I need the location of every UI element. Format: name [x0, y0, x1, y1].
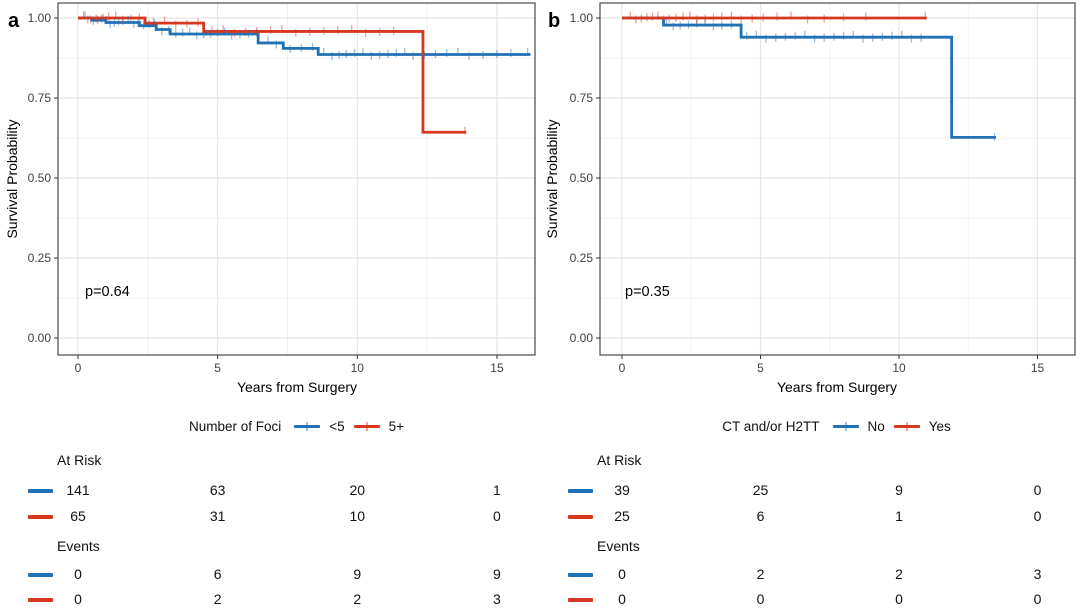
- risk-value: 31: [209, 508, 226, 524]
- y-tick-label: 0.00: [570, 331, 594, 345]
- panel-letter: a: [8, 10, 20, 32]
- risk-value: 0: [756, 591, 765, 607]
- x-tick-label: 5: [214, 361, 221, 375]
- y-tick-label: 0.00: [28, 331, 52, 345]
- y-tick-label: 1.00: [570, 11, 594, 25]
- risk-value: 10: [349, 508, 366, 524]
- legend-title: Number of Foci: [188, 418, 282, 434]
- risk-value: 0: [618, 591, 626, 607]
- legend-label-group1: <5: [329, 418, 345, 434]
- panel-b: 0 5 10 15 1.00 0.75 0.50 0.25 0.00 b Survival Pr…: [540, 0, 1080, 611]
- y-tick-label: 1.00: [28, 11, 52, 25]
- x-tick-label: 0: [619, 361, 626, 375]
- risk-table: At Risk 39 25 9 0 25 6 1 0 Events 0 2 2 3 0 0 0 0: [540, 0, 1080, 611]
- legend-key-line-icon: [893, 421, 920, 431]
- risk-value: 2: [213, 591, 222, 607]
- risk-row-marker-<5: [28, 573, 53, 577]
- panel-border: [57, 2, 536, 356]
- risk-value: 0: [1033, 591, 1042, 607]
- survival-curve-5+: [78, 16, 467, 134]
- risk-value: 63: [209, 482, 226, 498]
- risk-value: 0: [618, 566, 626, 582]
- risk-value: 141: [66, 482, 90, 498]
- y-tick-label: 0.25: [570, 251, 594, 265]
- risk-value: 0: [1033, 482, 1042, 498]
- legend-label-group2: 5+: [388, 418, 405, 434]
- legend-key-line-icon: [832, 421, 859, 431]
- x-tick-label: 15: [490, 361, 504, 375]
- risk-row-marker-No: [568, 489, 593, 493]
- risk-section-label: Events: [597, 538, 640, 554]
- y-tick-label: 0.50: [570, 171, 594, 185]
- legend-key-line-icon: [294, 421, 321, 431]
- p-value: p=0.35: [625, 284, 670, 300]
- legend-key-line-icon: [353, 421, 380, 431]
- risk-value: 9: [493, 566, 501, 582]
- risk-section-label: Events: [57, 538, 100, 554]
- risk-value: 3: [493, 591, 501, 607]
- risk-value: 9: [353, 566, 362, 582]
- x-axis-title: Years from Surgery: [777, 379, 897, 395]
- survival-plot-b: 0 5 10 15 1.00 0.75 0.50 0.25 0.00 b Survival Pr…: [544, 2, 1076, 395]
- risk-value: 9: [895, 482, 903, 498]
- risk-value: 0: [895, 591, 903, 607]
- legend: Number of Foci <5 5+: [58, 416, 535, 436]
- risk-value: 0: [74, 566, 82, 582]
- risk-value: 25: [614, 508, 630, 524]
- y-axis-title: Survival Probability: [544, 119, 560, 238]
- risk-value: 0: [493, 508, 501, 524]
- y-tick-label: 0.75: [28, 91, 52, 105]
- legend-title: CT and/or H2TT: [722, 418, 820, 434]
- risk-value: 6: [213, 566, 222, 582]
- risk-value: 39: [614, 482, 630, 498]
- panel-border: [599, 2, 1076, 356]
- x-axis-title: Years from Surgery: [237, 379, 357, 395]
- risk-value: 0: [74, 591, 82, 607]
- risk-row-marker-No: [568, 573, 593, 577]
- risk-value: 0: [1033, 508, 1042, 524]
- risk-section-label: At Risk: [57, 452, 102, 468]
- risk-value: 2: [895, 566, 903, 582]
- y-tick-label: 0.75: [570, 91, 594, 105]
- x-tick-label: 10: [892, 361, 906, 375]
- legend: CT and/or H2TT No Yes: [598, 416, 1075, 436]
- legend-label-group1: No: [867, 418, 885, 434]
- x-tick-label: 5: [757, 361, 764, 375]
- risk-value: 25: [752, 482, 769, 498]
- risk-value: 1: [493, 482, 501, 498]
- panel-letter: b: [548, 10, 560, 32]
- survival-plot-a: 0 5 10 15 1.00 0.75 0.50 0.25 0.00 a Survival Pr…: [4, 2, 536, 395]
- y-tick-label: 0.25: [28, 251, 52, 265]
- plot-dynamic-layer: 0 5 10 15 1.00 0.75 0.50 0.25 0.00: [570, 2, 1076, 375]
- y-tick-label: 0.50: [28, 171, 52, 185]
- risk-value: 65: [70, 508, 86, 524]
- survival-curve-<5: [78, 16, 531, 56]
- x-tick-label: 0: [75, 361, 82, 375]
- legend-label-group2: Yes: [928, 418, 951, 434]
- risk-value: 2: [756, 566, 765, 582]
- risk-value: 3: [1033, 566, 1042, 582]
- risk-value: 20: [349, 482, 366, 498]
- risk-row-marker-5+: [28, 598, 53, 602]
- x-tick-label: 15: [1031, 361, 1045, 375]
- risk-row-marker-Yes: [568, 515, 593, 519]
- risk-row-marker-<5: [28, 489, 53, 493]
- risk-section-label: At Risk: [597, 452, 642, 468]
- panel-a: 0 5 10 15 1.00 0.75 0.50 0.25 0.00 a Survival Pr…: [4, 2, 536, 607]
- y-axis-title: Survival Probability: [4, 119, 20, 238]
- plot-dynamic-layer: 0 5 10 15 1.00 0.75 0.50 0.25 0.00: [28, 2, 536, 375]
- risk-table: At Risk 141 63 20 1 65 31 10 0 Events 0 6 9 9 0 2 2 3: [28, 452, 501, 607]
- x-tick-label: 10: [351, 361, 365, 375]
- risk-value: 2: [353, 591, 362, 607]
- p-value: p=0.64: [85, 284, 130, 300]
- risk-value: 6: [756, 508, 765, 524]
- risk-value: 1: [895, 508, 903, 524]
- risk-row-marker-5+: [28, 515, 53, 519]
- risk-row-marker-Yes: [568, 598, 593, 602]
